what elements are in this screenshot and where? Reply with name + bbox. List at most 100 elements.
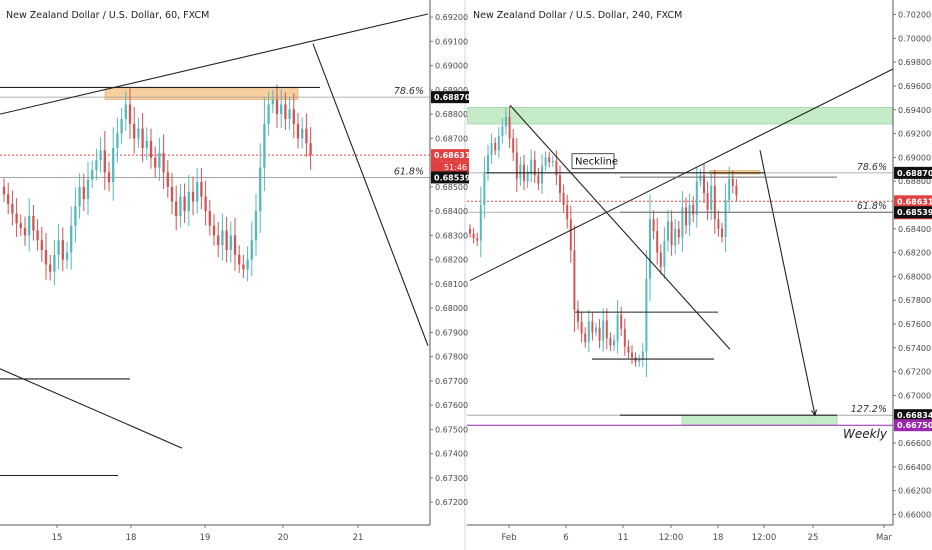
candle-body bbox=[497, 135, 500, 151]
candle-body bbox=[187, 191, 190, 212]
candle bbox=[70, 206, 73, 270]
candle-body bbox=[170, 186, 174, 202]
candle bbox=[284, 92, 287, 130]
x-tick-label: 15 bbox=[52, 533, 63, 543]
candle-body bbox=[86, 179, 90, 200]
candle-body bbox=[7, 194, 10, 204]
candle bbox=[501, 118, 504, 144]
candle bbox=[645, 250, 648, 377]
candle bbox=[82, 173, 85, 211]
y-tick-label: 0.68200 bbox=[898, 249, 931, 258]
candle bbox=[476, 232, 479, 246]
candle bbox=[544, 151, 547, 172]
candle bbox=[497, 127, 500, 159]
y-tick-label: 0.68800 bbox=[898, 177, 931, 186]
candle bbox=[605, 308, 608, 350]
candle bbox=[154, 146, 157, 178]
candle-body bbox=[2, 186, 6, 195]
candle-body bbox=[128, 104, 132, 124]
candle-body bbox=[645, 278, 648, 352]
price-label: 0.68539 bbox=[897, 208, 932, 217]
candle-body bbox=[154, 157, 157, 168]
candle bbox=[229, 221, 232, 263]
candle bbox=[275, 84, 279, 128]
candle-body bbox=[541, 165, 543, 184]
candle bbox=[659, 244, 662, 275]
y-tick-label: 0.69400 bbox=[898, 106, 931, 115]
x-tick-label: 20 bbox=[278, 533, 289, 543]
candle-body bbox=[674, 228, 677, 246]
price-label-bg bbox=[431, 171, 469, 184]
fib-label: 61.8% bbox=[394, 166, 424, 177]
candle-body bbox=[717, 219, 720, 229]
candle-body bbox=[133, 123, 136, 139]
trend-line-5 bbox=[759, 150, 816, 416]
candle bbox=[11, 190, 14, 226]
candle bbox=[259, 143, 262, 233]
annotation-neckline: Neckline bbox=[575, 157, 618, 168]
x-tick-label: 18 bbox=[126, 533, 137, 543]
y-tick-label: 0.67300 bbox=[435, 474, 468, 483]
candle bbox=[566, 194, 569, 229]
candle-body bbox=[555, 160, 558, 176]
candle-body bbox=[548, 157, 551, 163]
candle-body bbox=[11, 203, 14, 214]
candle bbox=[86, 161, 90, 215]
candle-body bbox=[530, 159, 533, 173]
candle bbox=[580, 311, 583, 343]
candle bbox=[548, 151, 551, 168]
candle bbox=[641, 343, 644, 368]
candle-body bbox=[305, 128, 308, 144]
candle-body bbox=[566, 204, 569, 220]
y-tick-label: 0.67200 bbox=[435, 498, 468, 507]
candle bbox=[61, 227, 64, 272]
candle-body bbox=[233, 235, 237, 255]
candle-body bbox=[267, 104, 270, 124]
candle bbox=[49, 254, 52, 281]
candle bbox=[695, 166, 698, 228]
candle bbox=[183, 183, 186, 223]
x-tick-label: 11 bbox=[618, 533, 629, 543]
candle bbox=[250, 221, 253, 277]
candle bbox=[649, 194, 651, 302]
candle bbox=[602, 308, 605, 352]
candle-body bbox=[15, 213, 18, 224]
candle bbox=[663, 227, 666, 280]
y-tick-label: 0.68800 bbox=[435, 110, 468, 119]
candle bbox=[196, 168, 199, 214]
candle bbox=[569, 205, 572, 263]
candle bbox=[238, 245, 241, 274]
x-tick-label: 12:00 bbox=[752, 533, 777, 543]
candle-body bbox=[713, 185, 716, 220]
candle bbox=[487, 144, 489, 181]
y-tick-label: 0.66600 bbox=[898, 439, 931, 448]
candle-body bbox=[670, 221, 673, 246]
candle bbox=[212, 214, 216, 246]
candle-body bbox=[598, 327, 601, 341]
price-label-bg bbox=[431, 149, 469, 162]
candle bbox=[724, 183, 727, 253]
y-tick-label: 0.67000 bbox=[898, 391, 931, 400]
candle-body bbox=[36, 230, 39, 241]
candle-body bbox=[631, 352, 633, 358]
candle-body bbox=[512, 138, 515, 153]
y-tick-label: 0.67700 bbox=[435, 377, 468, 386]
candle bbox=[623, 318, 626, 356]
candle-body bbox=[217, 235, 220, 246]
candle-body bbox=[120, 118, 123, 134]
candle-body bbox=[533, 159, 536, 176]
x-tick-label: 21 bbox=[353, 533, 364, 543]
candle bbox=[99, 137, 102, 173]
candle bbox=[246, 246, 249, 282]
y-tick-label: 0.69200 bbox=[898, 130, 931, 139]
candle-body bbox=[49, 264, 52, 272]
candle-body bbox=[472, 233, 475, 239]
candle bbox=[2, 178, 6, 202]
candle-body bbox=[469, 228, 471, 234]
candle-body bbox=[663, 240, 666, 267]
candle bbox=[533, 150, 536, 184]
y-tick-label: 0.69100 bbox=[435, 37, 468, 46]
candle-body bbox=[179, 196, 182, 216]
candle bbox=[187, 175, 190, 227]
candle bbox=[494, 137, 497, 156]
